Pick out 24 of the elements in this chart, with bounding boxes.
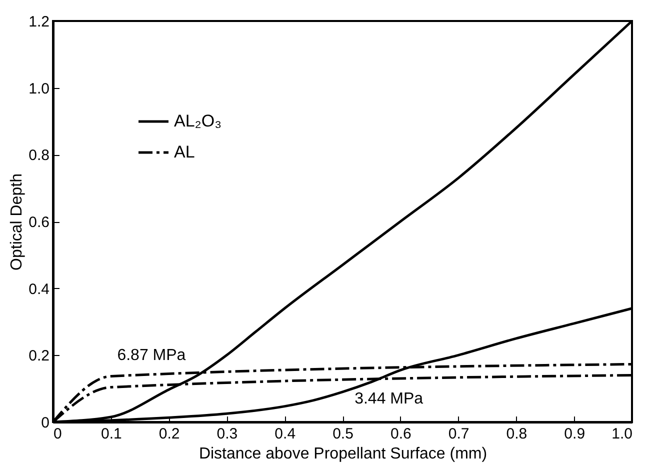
x-tick-label: 0 — [54, 426, 62, 442]
y-tick-label: 0.2 — [28, 348, 50, 365]
y-tick-label: 1.2 — [28, 14, 50, 30]
y-tick-label: 0.8 — [28, 147, 50, 164]
x-tick-label: 0.3 — [216, 426, 238, 442]
y-tick-label: 0.6 — [28, 214, 50, 231]
y-axis-title: Optical Depth — [8, 174, 26, 270]
annotation: 3.44 MPa — [354, 390, 424, 408]
y-tick-label: 0 — [41, 414, 50, 432]
annotation: 6.87 MPa — [117, 347, 186, 364]
x-tick-label: 0.6 — [390, 426, 412, 442]
x-tick-label: 0.7 — [448, 426, 470, 442]
legend-label: AL₂O₃ — [174, 112, 222, 130]
x-tick-label: 0.1 — [100, 426, 122, 442]
x-tick-label: 0.4 — [274, 426, 296, 442]
legend-label: AL — [174, 142, 195, 162]
x-tick-label: 0.9 — [564, 426, 586, 442]
x-axis-title: Distance above Propellant Surface (mm) — [198, 446, 488, 462]
x-tick-label: 0.8 — [506, 426, 528, 442]
x-tick-label: 1.0 — [612, 426, 632, 442]
y-tick-label: 1.0 — [28, 80, 50, 98]
x-tick-label: 0.5 — [332, 426, 354, 442]
x-tick-label: 0.2 — [158, 426, 180, 442]
y-tick-label: 0.4 — [28, 280, 50, 298]
